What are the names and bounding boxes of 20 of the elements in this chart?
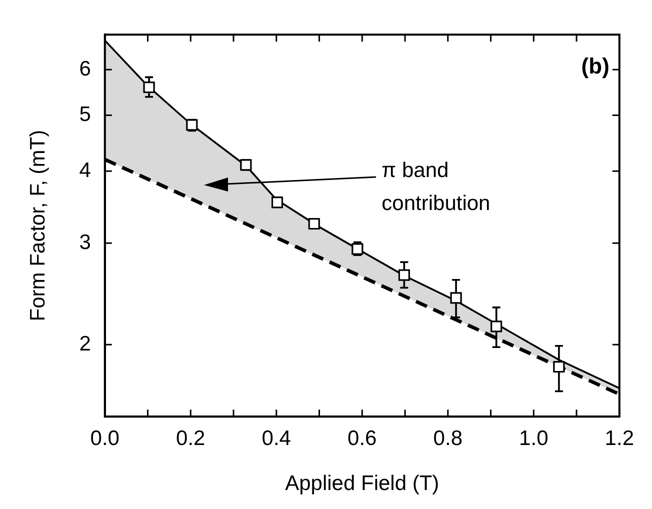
point [308, 218, 320, 230]
y-axis-title: Form Factor, F, (mT) [26, 130, 50, 322]
x-tick-label: 1.2 [604, 426, 634, 450]
annotation: (b) [581, 54, 610, 79]
x-tick-label: 0.6 [348, 426, 377, 450]
point [553, 361, 565, 373]
y-tick-label: 3 [79, 230, 91, 254]
x-tick-label: 0.0 [90, 426, 120, 450]
y-tick-label: 2 [79, 332, 91, 356]
x-tick-label: 0.2 [176, 426, 206, 450]
x-tick-label: 0.4 [262, 426, 292, 450]
annotation: π band contribution [382, 158, 490, 215]
point [450, 292, 462, 304]
x-tick-label: 0.8 [433, 426, 462, 450]
point [490, 320, 502, 332]
y-tick-label: 4 [79, 158, 92, 182]
x-axis-title: Applied Field (T) [285, 472, 440, 496]
y-tick-label: 5 [79, 103, 91, 126]
x-tick-label: 1.0 [519, 426, 548, 450]
y-tick-label: 6 [79, 57, 91, 80]
